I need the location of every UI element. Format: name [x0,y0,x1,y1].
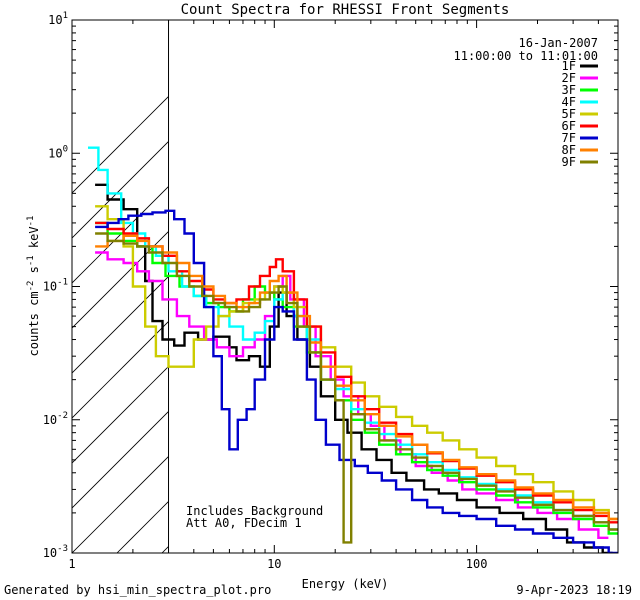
x-axis-label: Energy (keV) [302,577,389,591]
y-axis-label-exp1: -2 [26,281,36,292]
x-tick-label: 10 [267,557,281,571]
chart-date: 16-Jan-2007 [519,36,598,50]
annotation-background: Includes Background [186,504,323,518]
legend-label: 9F [562,155,576,169]
legend-label: 8F [562,143,576,157]
hatch-line [72,455,169,553]
legend-label: 1F [562,59,576,73]
y-tick-label: 10-2 [43,411,68,427]
y-tick-label: 10-3 [43,544,68,560]
annotation-attenuator: Att A0, FDecim 1 [186,516,302,530]
y-tick-labels: 101 100 10-1 10-2 10-3 [43,11,68,560]
series-3F [95,221,618,535]
y-axis-label-tail: keV [27,226,41,255]
x-tick-labels: 1 10 100 [68,557,487,571]
series-8F [95,234,618,521]
footer-generated-by: Generated by hsi_min_spectra_plot.pro [4,583,271,597]
x-tick-label: 100 [466,557,488,571]
y-tick-label: 101 [48,11,68,27]
hatch-line [567,20,640,553]
series-1F [95,183,613,553]
chart-title: Count Spectra for RHESSI Front Segments [181,2,510,18]
y-axis-label-mid: s [27,266,41,280]
series-group [88,146,618,553]
chart-time-range: 11:00:00 to 11:01:00 [454,49,599,63]
hatch-line [432,20,640,553]
legend-label: 6F [562,119,576,133]
footer-timestamp: 9-Apr-2023 18:19 [516,583,632,597]
hatch-line [72,95,169,194]
hatch-line [72,275,169,374]
series-7F [95,209,618,553]
y-axis-label-exp3: -1 [26,216,36,227]
axis-ticks [71,19,619,554]
attenuator-hatch-region [72,20,640,553]
y-axis-label-exp2: -1 [26,255,36,266]
hatch-line [387,20,640,553]
legend-label: 4F [562,95,576,109]
x-tick-label: 1 [68,557,75,571]
y-axis-label: counts cm-2 s-1 keV-1 [26,216,41,357]
series-9F [95,232,618,544]
legend-label: 5F [562,107,576,121]
hatch-line [522,20,640,553]
y-tick-label: 10-1 [43,278,68,294]
plot-frame [71,19,619,554]
legend-label: 3F [562,83,576,97]
series-6F [95,221,618,524]
y-axis-label-base: counts cm [27,291,41,356]
hatch-line [297,20,640,553]
legend-label: 2F [562,71,576,85]
hatch-line [72,410,169,509]
hatch-line [72,230,169,329]
legend-label: 7F [562,131,576,145]
y-tick-label: 100 [48,144,68,160]
